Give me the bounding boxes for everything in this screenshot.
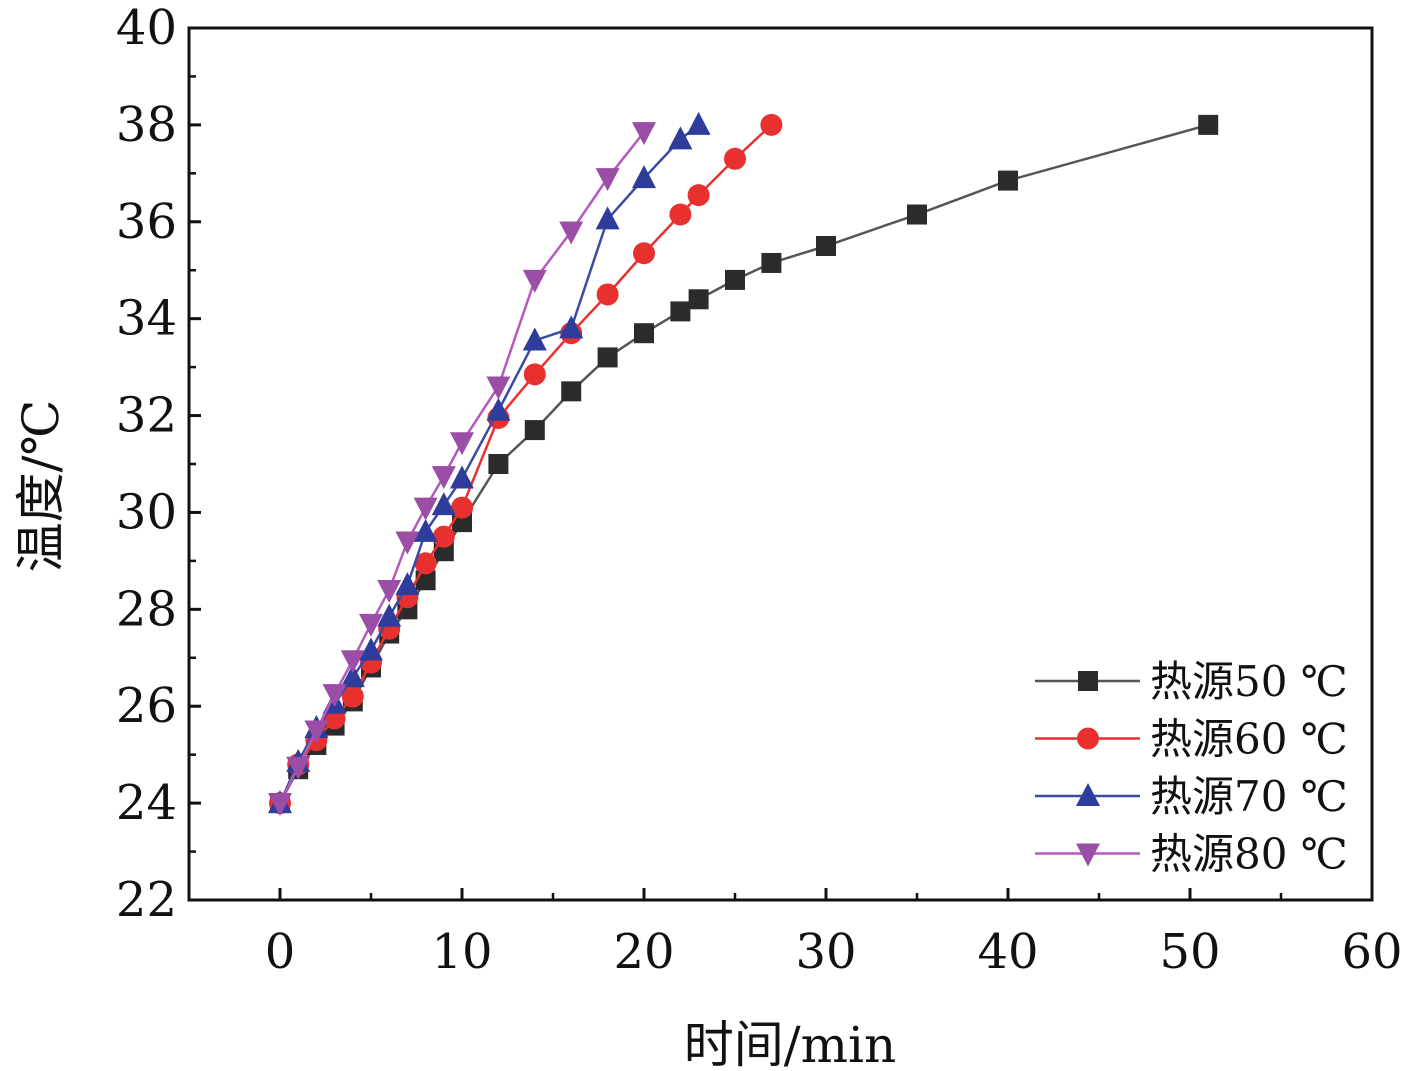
y-tick-label: 24 — [116, 775, 177, 831]
x-axis-title: 时间/min — [684, 1016, 896, 1071]
data-point — [1198, 114, 1219, 135]
data-point — [341, 685, 364, 708]
series-1 — [270, 114, 1219, 814]
data-point — [561, 381, 582, 402]
data-point — [450, 432, 474, 456]
data-point — [670, 301, 691, 322]
data-point — [597, 347, 618, 368]
legend-marker — [1076, 783, 1100, 806]
data-point — [668, 126, 693, 150]
data-point — [595, 206, 620, 230]
data-point — [907, 204, 927, 225]
y-tick-label: 26 — [116, 678, 177, 734]
x-tick-label: 40 — [977, 924, 1038, 980]
data-point — [395, 531, 420, 555]
data-point — [688, 289, 709, 310]
data-point — [486, 376, 511, 400]
data-point — [559, 315, 584, 339]
x-tick-label: 0 — [265, 924, 296, 980]
legend-marker — [1076, 843, 1100, 867]
data-point — [669, 203, 692, 226]
data-point — [431, 466, 456, 490]
data-point — [451, 496, 473, 519]
legend-entry: 热源50 ℃ — [1035, 657, 1348, 706]
data-point — [432, 525, 455, 548]
data-point — [286, 756, 311, 780]
data-point — [632, 165, 656, 189]
data-point — [488, 454, 509, 474]
data-point — [761, 252, 782, 273]
data-point — [998, 170, 1018, 191]
data-point — [322, 684, 347, 708]
legend-label: 热源50 ℃ — [1150, 657, 1348, 706]
legend-label: 热源60 ℃ — [1150, 715, 1348, 764]
data-point — [524, 420, 545, 441]
y-tick-label: 28 — [116, 581, 177, 637]
y-tick-label: 22 — [116, 872, 177, 928]
data-point — [760, 113, 783, 136]
data-point — [634, 323, 654, 344]
series-line — [278, 123, 1209, 804]
series-4 — [268, 122, 656, 817]
legend: 热源50 ℃ 热源60 ℃ 热源70 ℃ 热源80 ℃ — [1035, 657, 1348, 879]
data-point — [377, 579, 402, 603]
data-point — [340, 650, 365, 674]
data-point — [431, 492, 456, 516]
data-point — [559, 221, 584, 245]
data-point — [359, 637, 383, 661]
y-axis-title: 温度/℃ — [12, 400, 70, 573]
series-layer — [268, 111, 1219, 817]
data-point — [413, 497, 438, 521]
y-tick-label: 34 — [116, 291, 177, 347]
legend-entry: 热源60 ℃ — [1035, 715, 1348, 764]
y-axis-ticks: 22 24 26 28 30 32 34 36 38 40 — [116, 0, 201, 928]
x-tick-label: 30 — [795, 924, 856, 980]
data-point — [486, 397, 511, 421]
legend-label: 热源70 ℃ — [1150, 772, 1348, 821]
data-point — [413, 518, 438, 542]
data-point — [450, 465, 474, 489]
data-point — [725, 269, 745, 290]
data-point — [340, 664, 365, 688]
data-point — [304, 720, 329, 744]
data-point — [414, 552, 437, 575]
x-tick-label: 10 — [431, 924, 492, 980]
data-point — [359, 613, 383, 637]
data-point — [632, 122, 656, 146]
y-tick-label: 30 — [116, 484, 177, 540]
data-point — [686, 111, 711, 135]
legend-entry: 热源70 ℃ — [1035, 772, 1348, 821]
data-point — [268, 793, 292, 817]
data-point — [596, 283, 619, 306]
data-point — [687, 184, 710, 207]
data-point — [377, 603, 402, 627]
x-axis-ticks: 0 10 20 30 40 50 60 — [187, 888, 1403, 980]
y-tick-label: 36 — [116, 194, 177, 250]
y-tick-label: 32 — [116, 388, 177, 444]
series-line — [278, 131, 645, 804]
y-tick-label: 40 — [116, 0, 177, 56]
legend-label: 热源80 ℃ — [1150, 830, 1348, 879]
data-point — [595, 168, 620, 192]
data-point — [522, 269, 547, 293]
plot-frame — [187, 26, 1374, 902]
data-point — [522, 327, 547, 351]
legend-entry: 热源80 ℃ — [1035, 830, 1348, 879]
data-point — [633, 242, 655, 265]
data-point — [395, 572, 420, 596]
data-point — [523, 363, 546, 386]
legend-marker — [1077, 727, 1099, 750]
series-3 — [268, 111, 711, 814]
x-tick-label: 50 — [1159, 924, 1220, 980]
y-tick-label: 38 — [116, 97, 177, 153]
legend-marker — [1078, 671, 1098, 691]
data-point — [724, 147, 746, 170]
x-tick-label: 20 — [613, 924, 674, 980]
data-point — [816, 236, 836, 256]
x-tick-label: 60 — [1341, 924, 1402, 980]
